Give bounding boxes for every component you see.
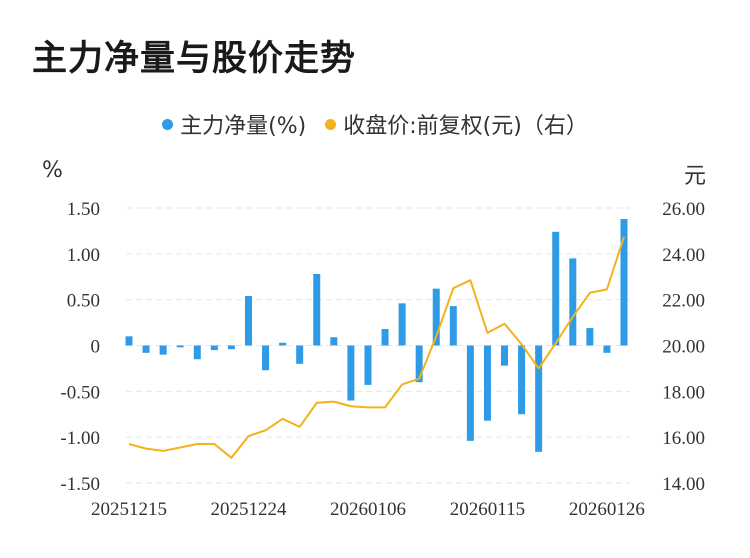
y-right-tick-label: 16.00 [662, 428, 705, 449]
y-right-tick-label: 24.00 [662, 245, 705, 266]
y-right-tick-label: 20.00 [662, 337, 705, 358]
bar [535, 345, 543, 452]
y-right-tick-label: 22.00 [662, 291, 705, 312]
legend-label-main-net: 主力净量(%) [180, 114, 307, 139]
bar [552, 231, 560, 346]
x-tick-label: 20260115 [450, 499, 525, 520]
legend-item-close-price[interactable]: 收盘价:前复权(元)（右） [325, 108, 588, 140]
axis-labels: 1.50 1.00 0.50 0 -0.50 -1.00 -1.50 26.00 24.00 22… [60, 199, 705, 520]
y-left-tick-label: 0 [91, 337, 101, 358]
legend-item-main-net[interactable]: 主力净量(%) [162, 108, 306, 140]
bar [330, 337, 338, 346]
bar [381, 329, 389, 346]
bar [193, 345, 201, 360]
bar [603, 345, 611, 353]
y-left-tick-label: -1.50 [60, 474, 100, 495]
bar [210, 345, 218, 351]
bar [466, 345, 474, 441]
bar-series [125, 219, 628, 452]
y-right-tick-label: 14.00 [662, 474, 705, 495]
y-left-tick-label: -0.50 [60, 382, 100, 403]
blue-dot-icon [162, 118, 174, 130]
close-price-line [128, 236, 625, 459]
bar [569, 258, 577, 346]
bar [620, 219, 628, 346]
bar [586, 328, 594, 346]
bar [398, 303, 406, 346]
bar [279, 342, 287, 346]
x-tick-label: 20251224 [210, 499, 287, 520]
bar [313, 274, 321, 346]
x-tick-label: 20260106 [330, 499, 406, 520]
y-left-tick-label: -1.00 [60, 428, 100, 449]
bar [142, 345, 150, 353]
bar [244, 296, 252, 346]
yellow-dot-icon [325, 118, 337, 130]
bar [449, 306, 457, 346]
line-series [128, 236, 625, 459]
x-tick-label: 20251215 [91, 499, 167, 520]
bar [364, 345, 372, 385]
bar [159, 345, 167, 355]
left-axis-unit: % [42, 158, 63, 183]
grid-layer [126, 207, 630, 484]
bar [176, 345, 184, 348]
bar [125, 336, 133, 346]
bar [227, 345, 235, 350]
bar [432, 288, 440, 346]
y-left-tick-label: 0.50 [67, 291, 100, 312]
bar [347, 345, 355, 401]
bar [483, 345, 491, 421]
bar [415, 345, 423, 383]
chart-legend: 主力净量(%) 收盘价:前复权(元)（右） [0, 108, 750, 140]
legend-label-close-price: 收盘价:前复权(元)（右） [343, 114, 588, 139]
right-axis-unit: 元 [684, 164, 707, 189]
bar [262, 345, 270, 371]
page-title: 主力净量与股价走势 [32, 39, 357, 79]
y-right-tick-label: 26.00 [662, 199, 705, 220]
y-left-tick-label: 1.00 [67, 245, 100, 266]
bar [296, 345, 304, 364]
x-tick-label: 20260126 [569, 499, 645, 520]
y-right-tick-label: 18.00 [662, 382, 705, 403]
y-left-tick-label: 1.50 [67, 199, 100, 220]
bar [518, 345, 526, 415]
bar [501, 345, 509, 366]
